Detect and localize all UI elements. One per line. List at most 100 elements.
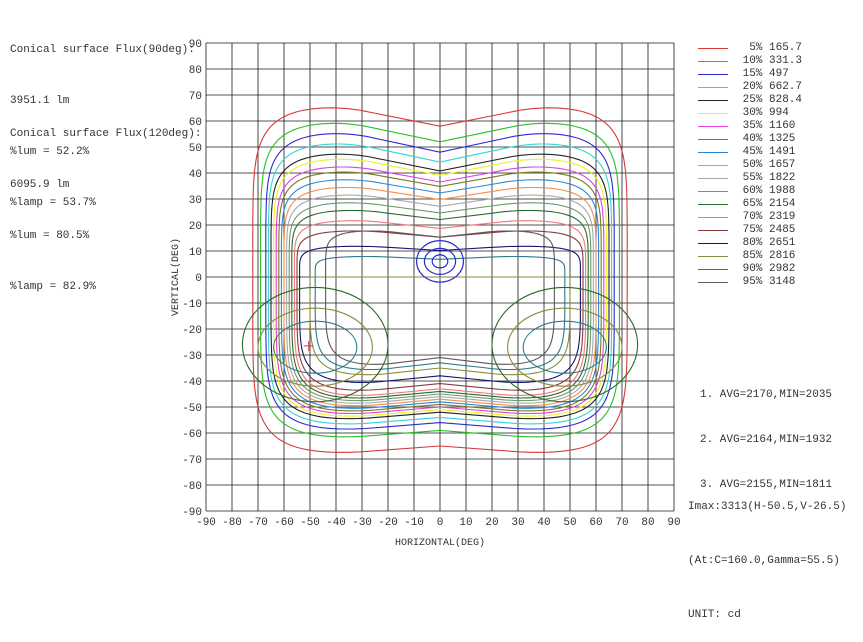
flux-90-title: Conical surface Flux(90deg): [10,44,195,56]
x-tick-label: -70 [248,517,268,529]
y-tick-label: -90 [182,507,202,519]
legend-label: 55% 1822 [736,172,796,184]
legend-swatch [698,165,728,166]
legend-swatch [698,217,728,218]
legend-swatch [698,87,728,88]
y-tick-label: 70 [189,91,202,103]
y-tick-label: -40 [182,377,202,389]
average-line-2: 2. AVG=2164,MIN=1932 [700,434,833,446]
legend-swatch [698,74,728,75]
y-tick-label: -30 [182,351,202,363]
x-axis-label: HORIZONTAL(DEG) [395,537,485,549]
imax-at-text: (At:C=160.0,Gamma=55.5) [688,555,840,567]
legend-item: 60% 1988 [698,185,802,198]
contour-5pct [252,107,628,453]
legend-swatch [698,243,728,244]
legend-item: 10% 331.3 [698,55,802,68]
imax-text: Imax:3313(H-50.5,V-26.5) [688,501,847,513]
x-tick-label: 30 [511,517,524,529]
x-tick-label: -80 [222,517,242,529]
legend-item: 15% 497 [698,68,802,81]
contour-40pct [278,171,602,412]
legend-label: 30% 994 [736,107,789,119]
legend-item: 30% 994 [698,107,802,120]
y-tick-label: 40 [189,169,202,181]
x-tick-label: 70 [615,517,628,529]
flux-120-block: Conical surface Flux(120deg): 6095.9 lm … [10,92,201,313]
legend-swatch [698,48,728,49]
x-tick-label: -60 [274,517,294,529]
contour-90pct [314,255,566,371]
average-line-1: 1. AVG=2170,MIN=2035 [700,389,833,401]
y-tick-label: -10 [182,299,202,311]
legend-label: 70% 2319 [736,211,796,223]
legend-swatch [698,282,728,283]
contour-15pct [265,133,615,430]
contour-95pct [325,230,555,365]
contour-20pct [267,143,613,425]
legend-label: 90% 2982 [736,263,796,275]
x-tick-label: 60 [589,517,602,529]
center-ring [416,239,465,283]
contour-30pct [273,158,607,417]
legend-label: 95% 3148 [736,276,796,288]
y-tick-label: 80 [189,65,202,77]
legend-swatch [698,61,728,62]
contour-10pct [260,122,620,438]
legend-label: 20% 662.7 [736,81,803,93]
legend-label: 25% 828.4 [736,94,803,106]
legend-item: 75% 2485 [698,224,802,237]
contour-legend: 5% 165.7 10% 331.3 15% 497 20% 662.7 25%… [698,42,802,289]
isocandela-chart: -90 -80 -70 -60 -50 -40 -30 -20 -10 0 10 20 30 40 50 60… [170,39,681,549]
legend-swatch [698,100,728,101]
legend-label: 40% 1325 [736,133,796,145]
x-tick-label: 90 [667,517,680,529]
legend-label: 65% 2154 [736,198,796,210]
flux-90-lum: %lum = 52.2% [10,146,90,158]
legend-item: 25% 828.4 [698,94,802,107]
contour-50pct [283,186,597,407]
legend-swatch [698,256,728,257]
legend-item: 5% 165.7 [698,42,802,55]
legend-swatch [698,178,728,179]
x-tick-label: -50 [300,517,320,529]
flux-120-value: 6095.9 lm [10,179,70,191]
contour-60pct [288,202,592,402]
legend-swatch [698,191,728,192]
y-tick-label: 10 [189,247,202,259]
flux-90-lamp: %lamp = 53.7% [10,197,96,209]
legend-label: 45% 1491 [736,146,796,158]
legend-swatch [698,204,728,205]
legend-swatch [698,152,728,153]
y-tick-label: 50 [189,143,202,155]
center-ring [431,254,449,269]
contour-65pct [291,209,589,399]
legend-label: 60% 1988 [736,185,796,197]
peak-contour-loop [507,307,623,387]
legend-item: 45% 1491 [698,146,802,159]
contour-35pct [275,166,605,415]
x-tick-label: -30 [352,517,372,529]
x-tick-label: 80 [641,517,654,529]
average-list: 1. AVG=2170,MIN=2035 2. AVG=2164,MIN=193… [700,358,832,508]
legend-item: 40% 1325 [698,133,802,146]
legend-label: 85% 2816 [736,250,796,262]
y-tick-label: -50 [182,403,202,415]
peak-contour-loop [491,286,639,403]
y-tick-label: 60 [189,117,202,129]
flux-90-value: 3951.1 lm [10,95,70,107]
legend-label: 50% 1657 [736,159,796,171]
legend-swatch [698,269,728,270]
y-tick-label: 0 [195,273,202,285]
legend-label: 80% 2651 [736,237,796,249]
flux-120-lamp: %lamp = 82.9% [10,281,96,293]
contour-85pct [309,276,571,376]
legend-item: 50% 1657 [698,159,802,172]
y-tick-label: -80 [182,481,202,493]
y-axis-label: VERTICAL(DEG) [170,238,182,316]
y-tick-label: -60 [182,429,202,441]
y-tick-label: -20 [182,325,202,337]
contour-55pct [286,194,594,404]
legend-swatch [698,126,728,127]
legend-item: 70% 2319 [698,211,802,224]
